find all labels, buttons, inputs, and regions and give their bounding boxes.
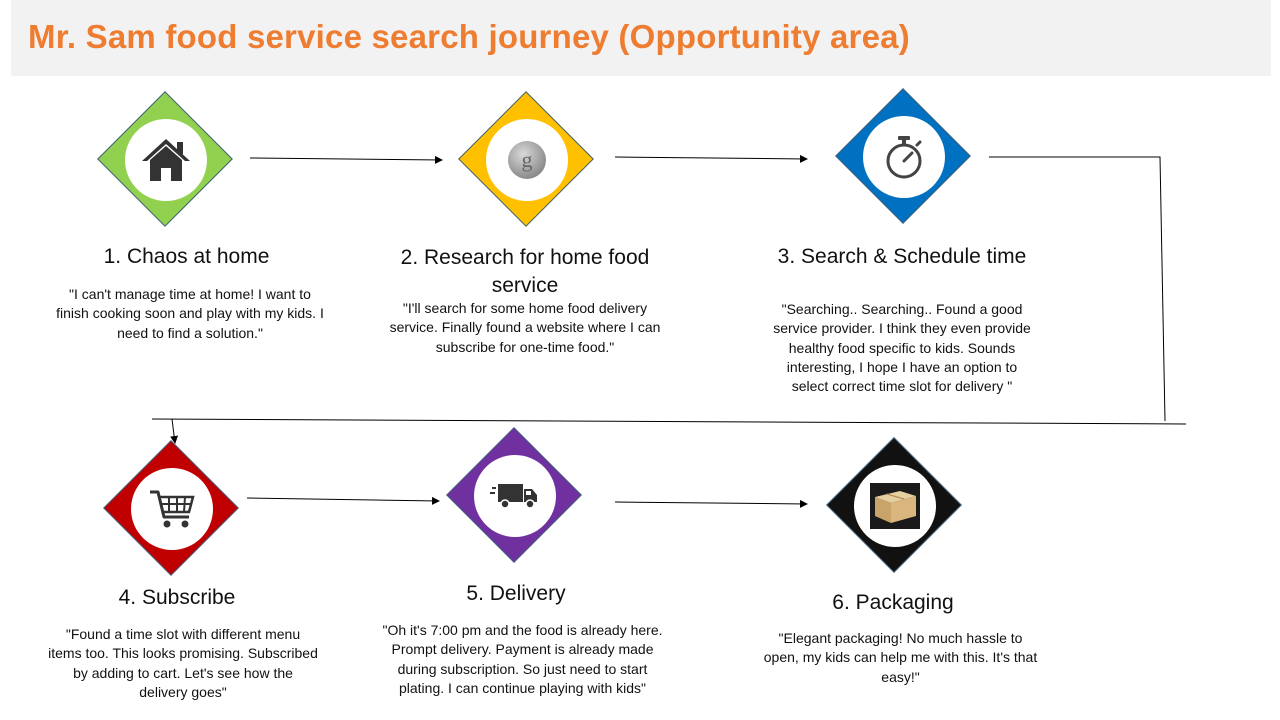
divider-line	[151, 418, 1187, 425]
step-1-quote: "I can't manage time at home! I want to …	[56, 286, 324, 341]
arrow-down-to-4	[170, 418, 179, 444]
step-2-title: 2. Research for home food service	[400, 246, 650, 297]
icon-circle	[125, 119, 207, 201]
step-5-quote: "Oh it's 7:00 pm and the food is already…	[382, 622, 663, 696]
google-icon: g	[508, 141, 546, 179]
wrap-connector	[989, 156, 1166, 422]
page-title: Mr. Sam food service search journey (Opp…	[28, 18, 910, 55]
header-bar	[11, 0, 1271, 76]
icon-circle	[863, 116, 945, 198]
step-2-quote: "I'll search for some home food delivery…	[389, 300, 661, 355]
icon-circle	[131, 468, 213, 550]
step-4-quote: "Found a time slot with different menu i…	[48, 626, 318, 700]
arrow-1-to-2	[249, 155, 443, 164]
step-3-diamond	[835, 88, 973, 226]
delivery-truck-icon	[490, 484, 537, 509]
step-3-quote: "Searching.. Searching.. Found a good se…	[773, 301, 1031, 395]
icon-circle: g	[486, 119, 568, 201]
step-1-title: 1. Chaos at home	[103, 245, 270, 268]
arrow-4-to-5	[246, 496, 440, 505]
house-icon	[142, 139, 190, 181]
svg-text:g: g	[522, 147, 533, 172]
arrow-2-to-3	[614, 154, 808, 163]
step-6-title: 6. Packaging	[832, 591, 954, 614]
step-6-quote: "Elegant packaging! No much hassle to op…	[763, 630, 1038, 685]
step-3-title: 3. Search & Schedule time	[777, 245, 1027, 268]
icon-circle	[854, 465, 936, 547]
step-6-diamond	[826, 437, 964, 575]
arrow-5-to-6	[614, 499, 808, 508]
step-4-diamond	[103, 440, 241, 578]
step-4-title: 4. Subscribe	[118, 586, 236, 609]
step-5-diamond	[446, 427, 584, 565]
package-box-icon	[870, 483, 920, 529]
stopwatch-icon	[886, 136, 922, 179]
step-2-diamond: g	[458, 91, 596, 229]
icon-circle	[474, 455, 556, 537]
step-5-title: 5. Delivery	[466, 582, 566, 605]
step-1-diamond	[97, 91, 235, 229]
shopping-cart-icon	[150, 490, 195, 528]
